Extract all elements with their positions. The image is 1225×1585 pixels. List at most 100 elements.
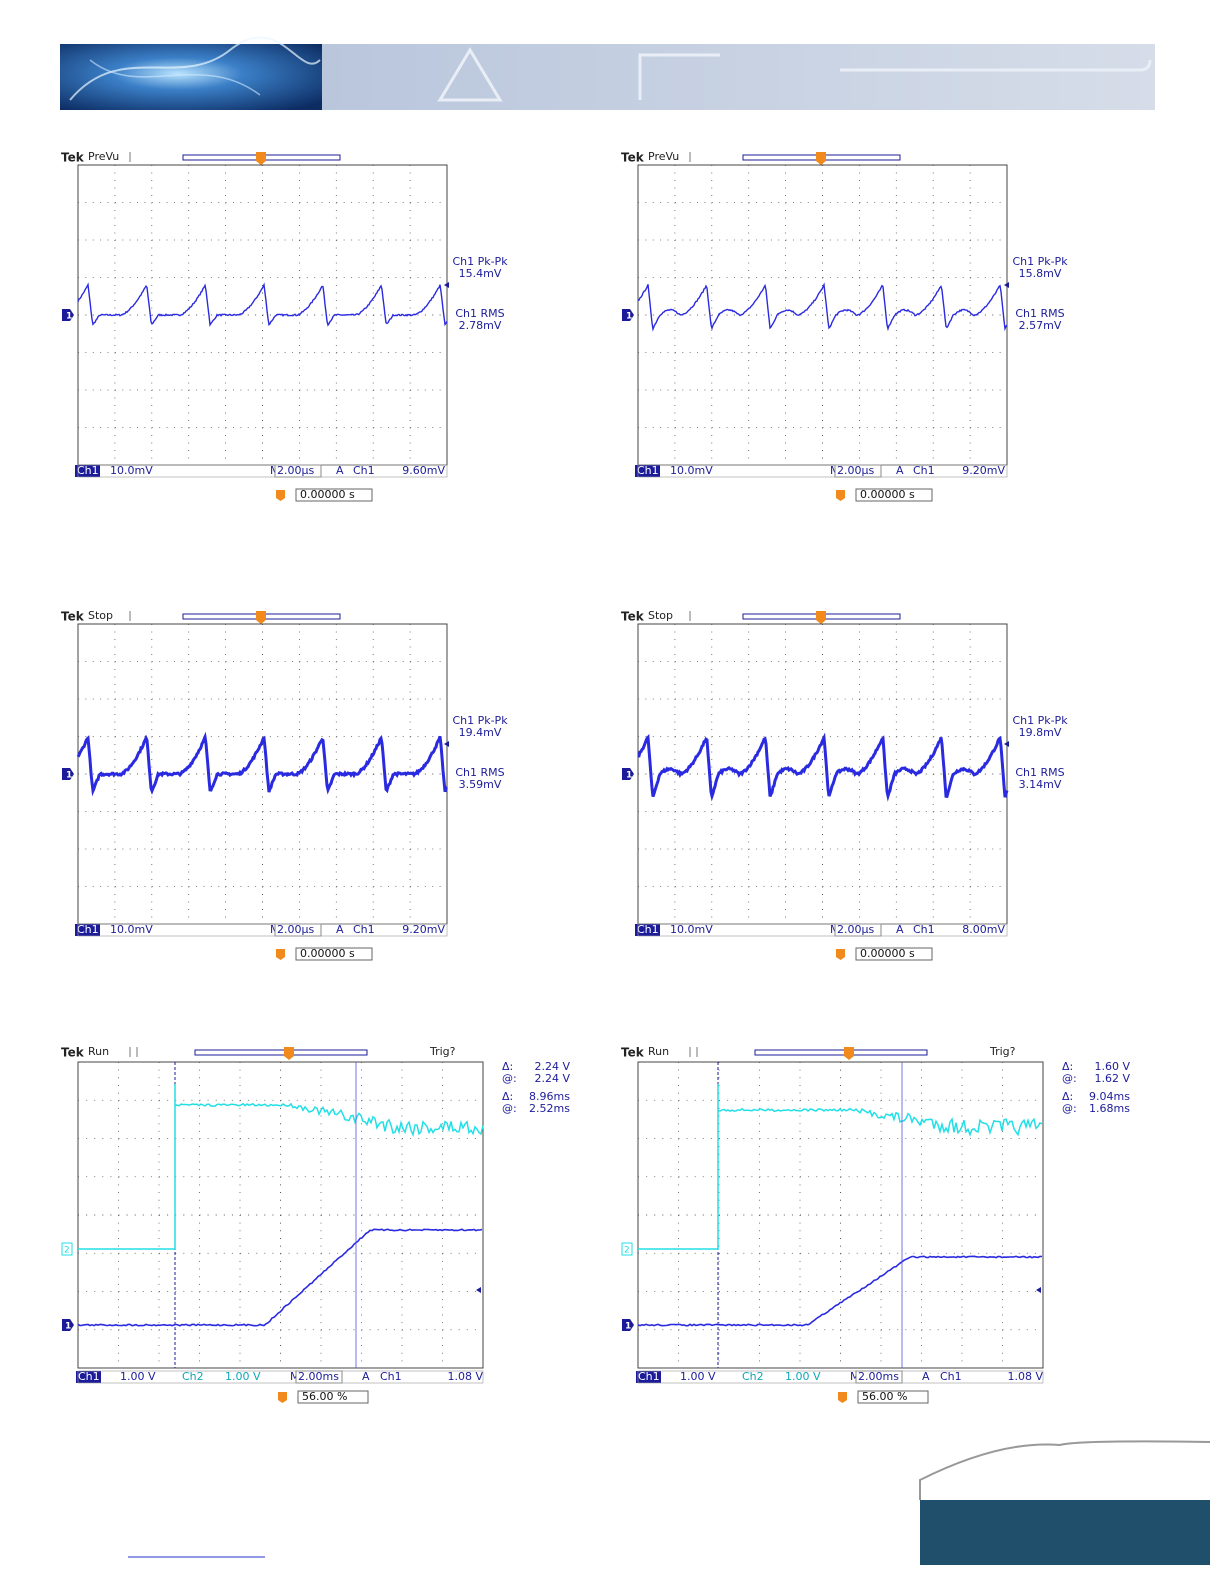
trigger-level-arrow (1004, 282, 1009, 288)
brand: Tek (621, 610, 645, 624)
record-bar (194, 1049, 368, 1056)
channel-box (635, 924, 660, 936)
readout: 1.08 V (447, 1370, 483, 1383)
brand: Tek (61, 1046, 85, 1060)
readout: 2.00µs (277, 923, 314, 936)
trigger-position: 0.00000 s (860, 947, 915, 960)
measurement: Ch1 Pk-Pk (1012, 255, 1068, 268)
scope-screenshot: Tek Run Trig? 2 1 Δ: 1.60 V @: 1.62 V Δ: 9.04ms @: 1… (621, 1045, 1130, 1404)
channel-box (635, 465, 660, 477)
readout: 10.0mV (110, 464, 153, 477)
trigger-level-arrow (476, 1287, 481, 1293)
trigger-icon (838, 1392, 847, 1403)
scope-screenshot: Tek Run Trig? 2 1 Δ: 2.24 V @: 2.24 V Δ: 8.96ms @: 2… (61, 1045, 570, 1404)
measurement: @: (502, 1102, 517, 1115)
trigger-icon (836, 949, 845, 960)
status: Stop (648, 609, 673, 622)
measurement: 1.68ms (1089, 1102, 1130, 1115)
ground-marker (622, 309, 634, 321)
readout: A (336, 464, 344, 477)
measurement: 9.04ms (1089, 1090, 1130, 1103)
trigger-icon (278, 1392, 287, 1403)
channel-box (75, 924, 100, 936)
measurement: Ch1 Pk-Pk (452, 255, 508, 268)
trigger-position: 56.00 % (862, 1390, 907, 1403)
status: Stop (88, 609, 113, 622)
trigger-level-arrow (1036, 1287, 1041, 1293)
trigger-position: 0.00000 s (860, 488, 915, 501)
measurement: 2.24 V (534, 1060, 570, 1073)
readout: 1.00 V (120, 1370, 156, 1383)
measurement: 2.24 V (534, 1072, 570, 1085)
readout: 9.60mV (402, 464, 445, 477)
measurement: 2.78mV (459, 319, 502, 332)
trace-ch1 (637, 1255, 1043, 1327)
channel-marker: 1 (65, 1322, 71, 1332)
readout-frame (77, 923, 448, 937)
readout: Ch2 (182, 1370, 204, 1383)
readout: A (896, 923, 904, 936)
measurement: Ch1 RMS (1015, 766, 1064, 779)
readout: 1.00 V (680, 1370, 716, 1383)
trigger-position-box (295, 488, 373, 502)
trigger-state: Trig? (429, 1045, 456, 1058)
trigger-icon (276, 949, 285, 960)
readout: 2.00µs (837, 464, 874, 477)
readout: Ch1 (637, 464, 659, 477)
readout: Ch1 (77, 923, 99, 936)
readout: Ch1 (637, 923, 659, 936)
readout: 1.08 V (1007, 1370, 1043, 1383)
readout: Ch1 (78, 1370, 100, 1383)
readout: 1.00 V (785, 1370, 821, 1383)
readout: 2.00µs (277, 464, 314, 477)
channel-marker: 2 (64, 1246, 70, 1256)
trigger-position-box (295, 947, 373, 961)
status: PreVu (88, 150, 119, 163)
channel-marker: 1 (625, 1322, 631, 1332)
readout: 10.0mV (670, 923, 713, 936)
trigger-state: Trig? (989, 1045, 1016, 1058)
measurement: 15.8mV (1019, 267, 1062, 280)
trigger-icon (276, 490, 285, 501)
channel-box (636, 1371, 661, 1383)
readout: Ch1 (77, 464, 99, 477)
trace-ch2 (78, 1084, 484, 1250)
readout: M (290, 1370, 300, 1383)
readout: 1.00 V (225, 1370, 261, 1383)
readout: 10.0mV (110, 923, 153, 936)
measurement: Δ: (502, 1090, 513, 1103)
channel-marker: 1 (626, 312, 632, 322)
channel-box (76, 1371, 101, 1383)
measurement: Δ: (1062, 1090, 1073, 1103)
readout-frame (637, 1370, 1044, 1384)
record-bar (754, 1049, 928, 1056)
trigger-position: 0.00000 s (300, 947, 355, 960)
brand: Tek (61, 151, 85, 165)
readout: Ch1 (913, 923, 935, 936)
trace-ch2 (638, 1084, 1043, 1250)
measurement: Ch1 RMS (455, 766, 504, 779)
readout: A (896, 464, 904, 477)
readout: 8.00mV (962, 923, 1005, 936)
readout: Ch1 (380, 1370, 402, 1383)
brand: Tek (621, 151, 645, 165)
brand: Tek (621, 1046, 645, 1060)
channel-marker: 1 (626, 771, 632, 781)
trace-ch1 (637, 732, 1009, 802)
readout: A (336, 923, 344, 936)
readout: Ch1 (913, 464, 935, 477)
readout: 9.20mV (402, 923, 445, 936)
readout: 2.00ms (298, 1370, 339, 1383)
brand: Tek (61, 610, 85, 624)
ch2-marker-box (61, 1242, 73, 1256)
readout: Ch1 (940, 1370, 962, 1383)
readout: 2.00ms (858, 1370, 899, 1383)
trigger-position: 0.00000 s (300, 488, 355, 501)
trace-ch1 (77, 282, 448, 327)
readout-frame (637, 923, 1008, 937)
